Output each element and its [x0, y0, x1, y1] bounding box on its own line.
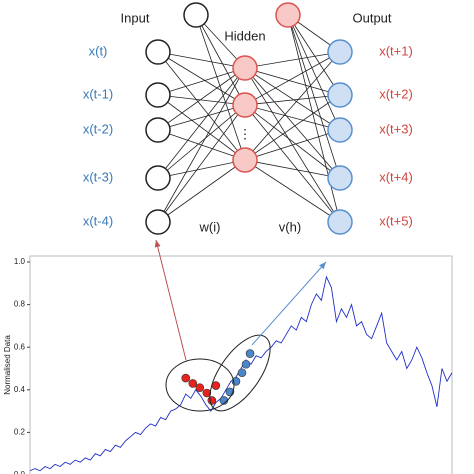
window-point: [245, 349, 255, 358]
output-label: x(t+3): [379, 121, 413, 136]
window-point: [195, 383, 205, 392]
input-label: x(t-1): [83, 86, 113, 101]
window-ellipse: [209, 334, 271, 412]
bias-node: [275, 2, 301, 28]
window-point: [207, 396, 217, 405]
output-node: [327, 39, 353, 65]
connection: [157, 104, 246, 131]
connection: [244, 159, 341, 223]
connection: [157, 51, 246, 161]
input-label: x(t-3): [83, 169, 113, 184]
connection: [287, 14, 341, 131]
connection: [244, 51, 341, 69]
input-node: [145, 82, 171, 108]
input-node: [145, 209, 171, 235]
input-label: x(t-4): [83, 213, 113, 228]
window-point: [202, 388, 212, 398]
plot-frame: [29, 255, 453, 474]
input-node: [145, 39, 171, 65]
connection: [157, 159, 246, 223]
output-node: [327, 165, 353, 191]
connection: [244, 104, 341, 179]
y-tick-label: 1.0: [14, 257, 26, 266]
connection: [157, 159, 246, 179]
output-label: x(t+2): [379, 86, 413, 101]
connection: [244, 67, 341, 131]
connection: [157, 104, 246, 223]
connection: [244, 94, 341, 106]
hidden-title: Hidden: [224, 28, 265, 43]
connection: [157, 104, 246, 179]
window-point: [237, 368, 247, 378]
connection: [195, 14, 246, 106]
input-label: x(t-2): [83, 121, 113, 136]
hidden-node: [232, 92, 258, 118]
connection: [287, 14, 341, 179]
connection: [244, 129, 341, 161]
chart: 0.0 0.2 0.4 0.6 0.8 1.0: [14, 257, 453, 474]
weight-label: w(i): [199, 219, 221, 234]
arrow: [154, 239, 187, 361]
y-tick-label: 0.4: [14, 385, 26, 394]
y-tick-label: 0.2: [14, 428, 26, 437]
connection: [157, 94, 246, 106]
window-point: [181, 373, 191, 383]
y-axis-label: Normalised Data: [3, 335, 12, 395]
input-node: [145, 117, 171, 143]
arrow: [251, 261, 327, 346]
y-tick-label: 0.6: [14, 342, 26, 351]
data-line: [29, 275, 453, 472]
connection: [195, 14, 246, 161]
connection: [157, 67, 246, 179]
connection: [244, 51, 341, 161]
connection: [157, 51, 246, 106]
connection: [287, 14, 341, 223]
connection: [244, 104, 341, 223]
connection: [157, 67, 246, 223]
output-node: [327, 117, 353, 143]
output-node: [327, 209, 353, 235]
window-ellipse: [165, 358, 235, 412]
output-title: Output: [352, 10, 391, 25]
connection: [244, 159, 341, 179]
output-node: [327, 82, 353, 108]
input-label: x(t): [89, 43, 108, 58]
output-label: x(t+5): [379, 213, 413, 228]
connection: [287, 14, 341, 96]
input-title: Input: [121, 10, 150, 25]
connection: [244, 94, 341, 161]
connection: [244, 104, 341, 131]
y-tick-label: 0.8: [14, 300, 26, 309]
output-label: x(t+4): [379, 169, 413, 184]
connection: [157, 51, 246, 69]
hidden-node: [232, 147, 258, 173]
connection: [157, 67, 246, 96]
y-tick-label: 0.0: [14, 470, 26, 474]
ellipsis: ⋮: [239, 126, 252, 141]
weight-label: v(h): [279, 219, 301, 234]
output-label: x(t+1): [379, 43, 413, 58]
network: [145, 2, 353, 235]
window-point: [241, 359, 251, 369]
connection: [244, 67, 341, 96]
bias-node: [183, 2, 209, 28]
hidden-node: [232, 55, 258, 81]
input-node: [145, 165, 171, 191]
window-point: [188, 379, 198, 388]
connection: [244, 51, 341, 106]
connection: [157, 94, 246, 161]
